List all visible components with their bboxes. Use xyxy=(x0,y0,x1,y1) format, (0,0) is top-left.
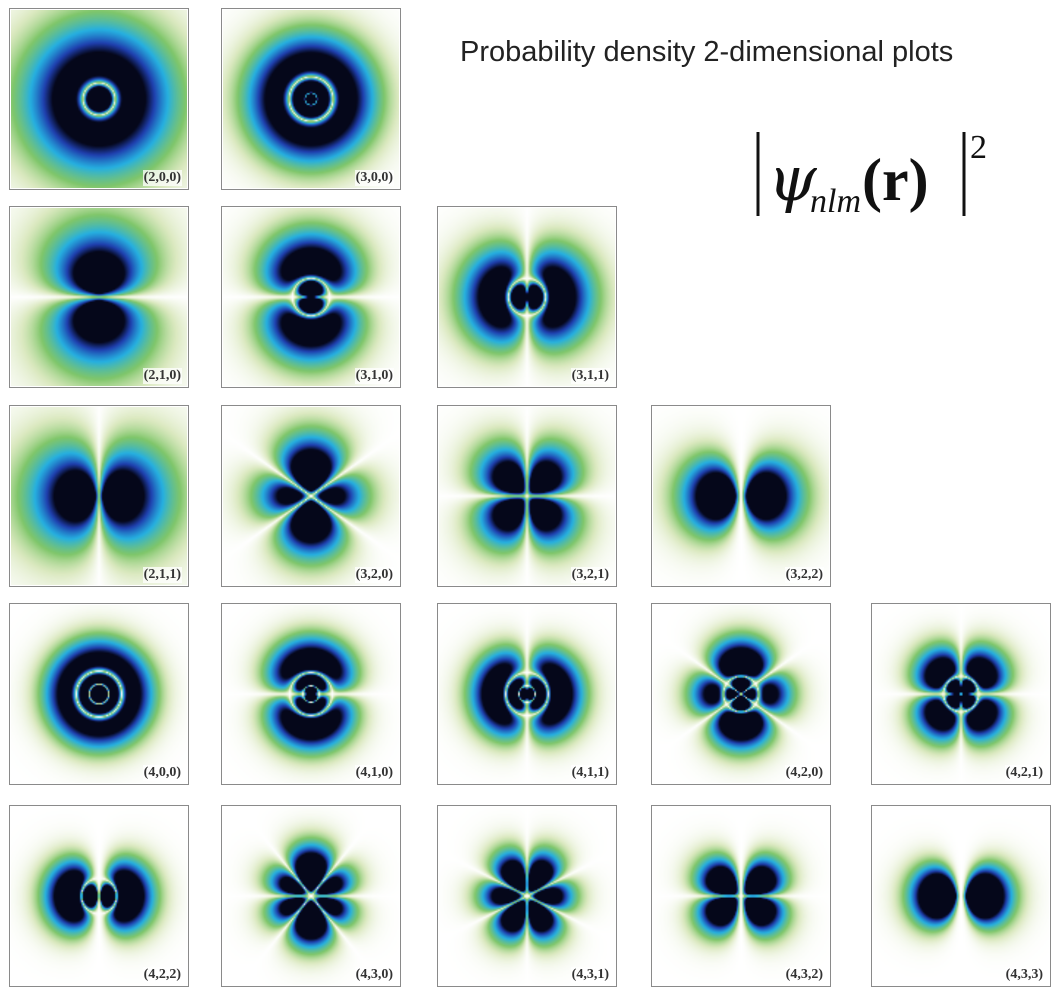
orbital-density-plot xyxy=(11,807,187,985)
orbital-quantum-label: (2,1,0) xyxy=(142,368,182,384)
formula-subscript: nlm xyxy=(810,183,861,220)
orbital-quantum-label: (4,0,0) xyxy=(142,765,182,781)
orbital-quantum-label: (3,1,1) xyxy=(570,368,610,384)
orbital-panel-4-2-0: (4,2,0) xyxy=(651,603,831,785)
orbital-quantum-label: (2,1,1) xyxy=(142,567,182,583)
orbital-quantum-label: (4,3,0) xyxy=(354,967,394,983)
orbital-density-plot xyxy=(223,208,399,386)
orbital-quantum-label: (3,2,1) xyxy=(570,567,610,583)
orbital-quantum-label: (4,2,2) xyxy=(142,967,182,983)
orbital-quantum-label: (4,1,1) xyxy=(570,765,610,781)
orbital-panel-4-3-0: (4,3,0) xyxy=(221,805,401,987)
orbital-panel-4-1-0: (4,1,0) xyxy=(221,603,401,785)
orbital-density-plot xyxy=(439,807,615,985)
orbital-panel-3-0-0: (3,0,0) xyxy=(221,8,401,190)
orbital-panel-4-2-2: (4,2,2) xyxy=(9,805,189,987)
orbital-quantum-label: (2,0,0) xyxy=(142,170,182,186)
orbital-panel-3-1-1: (3,1,1) xyxy=(437,206,617,388)
orbital-density-plot xyxy=(223,807,399,985)
orbital-density-plot xyxy=(11,407,187,585)
orbital-panel-2-1-0: (2,1,0) xyxy=(9,206,189,388)
orbital-quantum-label: (4,2,1) xyxy=(1004,765,1044,781)
orbital-density-plot xyxy=(653,407,829,585)
orbital-quantum-label: (3,1,0) xyxy=(354,368,394,384)
orbital-density-plot xyxy=(439,407,615,585)
formula-argument: (r) xyxy=(862,147,929,213)
orbital-panel-3-1-0: (3,1,0) xyxy=(221,206,401,388)
orbital-density-plot xyxy=(223,605,399,783)
orbital-quantum-label: (4,3,3) xyxy=(1004,967,1044,983)
page-title: Probability density 2-dimensional plots xyxy=(460,36,954,68)
formula-exponent: 2 xyxy=(970,129,987,166)
orbital-quantum-label: (3,0,0) xyxy=(354,170,394,186)
orbital-quantum-label: (4,1,0) xyxy=(354,765,394,781)
orbital-density-plot xyxy=(653,807,829,985)
orbital-quantum-label: (3,2,2) xyxy=(784,567,824,583)
orbital-panel-4-3-2: (4,3,2) xyxy=(651,805,831,987)
formula-psi: ψ xyxy=(768,142,818,215)
orbital-panel-4-2-1: (4,2,1) xyxy=(871,603,1051,785)
orbital-panel-2-0-0: (2,0,0) xyxy=(9,8,189,190)
orbital-quantum-label: (4,2,0) xyxy=(784,765,824,781)
orbital-panel-4-3-1: (4,3,1) xyxy=(437,805,617,987)
orbital-density-plot xyxy=(223,407,399,585)
orbital-density-plot xyxy=(11,10,187,188)
orbital-quantum-label: (4,3,1) xyxy=(570,967,610,983)
orbital-density-plot xyxy=(11,208,187,386)
orbital-panel-4-1-1: (4,1,1) xyxy=(437,603,617,785)
orbital-density-plot xyxy=(223,10,399,188)
orbital-quantum-label: (4,3,2) xyxy=(784,967,824,983)
orbital-density-plot xyxy=(873,807,1049,985)
orbital-density-plot xyxy=(873,605,1049,783)
orbital-panel-3-2-2: (3,2,2) xyxy=(651,405,831,587)
orbital-density-plot xyxy=(11,605,187,783)
orbital-quantum-label: (3,2,0) xyxy=(354,567,394,583)
orbital-panel-3-2-0: (3,2,0) xyxy=(221,405,401,587)
orbital-panel-4-0-0: (4,0,0) xyxy=(9,603,189,785)
orbital-density-plot xyxy=(653,605,829,783)
orbital-panel-4-3-3: (4,3,3) xyxy=(871,805,1051,987)
orbital-panel-2-1-1: (2,1,1) xyxy=(9,405,189,587)
orbital-panel-3-2-1: (3,2,1) xyxy=(437,405,617,587)
orbital-density-plot xyxy=(439,605,615,783)
orbital-density-plot xyxy=(439,208,615,386)
probability-density-formula: ψ nlm (r) 2 xyxy=(756,129,987,220)
